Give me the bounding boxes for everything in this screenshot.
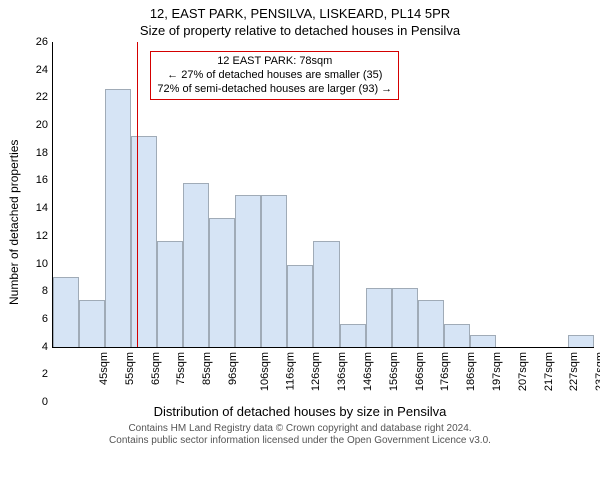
y-tick: 26 [36,36,48,48]
y-tick: 20 [36,119,48,131]
bar [444,324,470,347]
x-tick: 65sqm [150,352,162,385]
y-tick: 4 [42,341,48,353]
x-tick: 136sqm [336,352,348,391]
y-axis: 02468101214161820222426 [22,42,52,402]
annotation-line-1: 12 EAST PARK: 78sqm [157,55,392,69]
bar [53,277,79,347]
x-axis-label: Distribution of detached houses by size … [6,404,594,419]
y-tick: 12 [36,230,48,242]
x-tick: 55sqm [124,352,136,385]
x-tick: 75sqm [175,352,187,385]
y-tick: 22 [36,91,48,103]
x-axis: 45sqm 55sqm 65sqm 75sqm 85sqm 96sqm 106sqm 116s… [52,348,594,402]
bar [313,241,339,347]
y-tick: 10 [36,258,48,270]
bar [261,195,287,348]
y-tick: 24 [36,64,48,76]
y-tick: 16 [36,174,48,186]
bar [340,324,366,347]
x-tick: 146sqm [362,352,374,391]
annotation-line-2: ← 27% of detached houses are smaller (35… [157,69,392,83]
x-tick: 237sqm [594,352,600,391]
bar [568,335,594,347]
x-tick: 96sqm [227,352,239,385]
bar [366,288,392,347]
x-tick: 176sqm [440,352,452,391]
bar [209,218,235,347]
bar [79,300,105,347]
y-axis-label: Number of detached properties [6,42,22,402]
bar [470,335,496,347]
bar [105,89,131,347]
annotation-box: 12 EAST PARK: 78sqm ← 27% of detached ho… [150,51,399,100]
x-tick: 227sqm [569,352,581,391]
y-tick: 8 [42,285,48,297]
bar [157,241,183,347]
x-tick: 116sqm [284,352,296,390]
x-tick: 156sqm [388,352,400,391]
y-tick: 6 [42,313,48,325]
x-tick: 217sqm [543,352,555,391]
bar [131,136,157,347]
y-tick: 18 [36,147,48,159]
x-tick: 166sqm [414,352,426,391]
x-tick: 85sqm [201,352,213,385]
annotation-line-3: 72% of semi-detached houses are larger (… [157,83,392,97]
x-tick: 197sqm [491,352,503,391]
x-tick: 106sqm [259,352,271,391]
page-subtitle: Size of property relative to detached ho… [6,23,594,38]
y-tick: 0 [42,396,48,408]
bar [392,288,418,347]
plot-axes: 12 EAST PARK: 78sqm ← 27% of detached ho… [52,42,594,348]
x-tick: 207sqm [517,352,529,391]
reference-line [137,42,138,347]
x-tick: 45sqm [98,352,110,385]
y-tick: 2 [42,368,48,380]
footnote-line-2: Contains public sector information licen… [6,435,594,447]
footnote-line-1: Contains HM Land Registry data © Crown c… [6,423,594,435]
chart-area: Number of detached properties 0246810121… [6,42,594,402]
bar [183,183,209,347]
x-tick: 186sqm [465,352,477,391]
page-title: 12, EAST PARK, PENSILVA, LISKEARD, PL14 … [6,6,594,21]
footnote: Contains HM Land Registry data © Crown c… [6,423,594,447]
bar [235,195,261,348]
bar [287,265,313,347]
x-tick: 126sqm [311,352,323,391]
bar [418,300,444,347]
y-tick: 14 [36,202,48,214]
